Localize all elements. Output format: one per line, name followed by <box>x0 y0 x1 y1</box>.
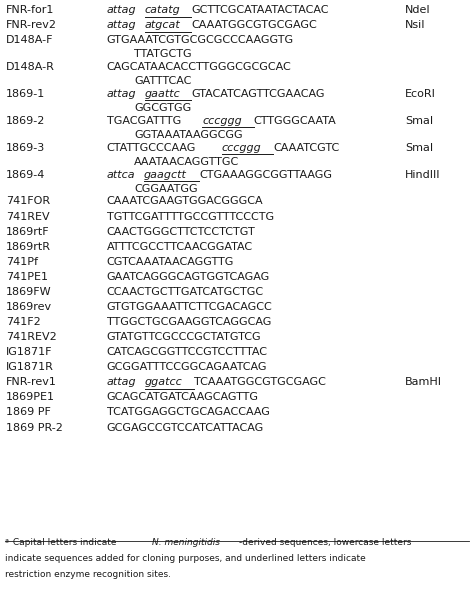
Text: GATTTCAC: GATTTCAC <box>134 76 191 86</box>
Text: ª: ª <box>5 538 9 547</box>
Text: ATTTCGCCTTCAACGGATAC: ATTTCGCCTTCAACGGATAC <box>107 242 253 252</box>
Text: IG1871R: IG1871R <box>6 362 54 372</box>
Text: gaattc: gaattc <box>145 89 181 99</box>
Text: 741FOR: 741FOR <box>6 196 50 206</box>
Text: CTGAAAGGCGGTTAAGG: CTGAAAGGCGGTTAAGG <box>199 170 332 180</box>
Text: 741REV: 741REV <box>6 212 49 222</box>
Text: NdeI: NdeI <box>405 5 431 15</box>
Text: 1869rtR: 1869rtR <box>6 242 51 252</box>
Text: cccggg: cccggg <box>202 116 242 126</box>
Text: NsiI: NsiI <box>405 20 426 30</box>
Text: GCGAGCCGTCCATCATTACAG: GCGAGCCGTCCATCATTACAG <box>107 423 264 433</box>
Text: 741PE1: 741PE1 <box>6 272 48 282</box>
Text: FNR-rev1: FNR-rev1 <box>6 377 56 387</box>
Text: GTATGTTCGCCCGCTATGTCG: GTATGTTCGCCCGCTATGTCG <box>107 332 261 342</box>
Text: 741F2: 741F2 <box>6 317 40 327</box>
Text: SmaI: SmaI <box>405 116 433 126</box>
Text: CAAATCGAAGTGGACGGGCA: CAAATCGAAGTGGACGGGCA <box>107 196 263 206</box>
Text: atgcat: atgcat <box>145 20 181 30</box>
Text: GCAGCATGATCAAGCAGTTG: GCAGCATGATCAAGCAGTTG <box>107 392 259 402</box>
Text: TTGGCTGCGAAGGTCAGGCAG: TTGGCTGCGAAGGTCAGGCAG <box>107 317 271 327</box>
Text: CTATTGCCCAAG: CTATTGCCCAAG <box>107 142 196 152</box>
Text: CAACTGGGCTTCTCCTCTGT: CAACTGGGCTTCTCCTCTGT <box>107 226 255 236</box>
Text: 741REV2: 741REV2 <box>6 332 56 342</box>
Text: AAATAACAGGTTGC: AAATAACAGGTTGC <box>134 157 239 167</box>
Text: GAATCAGGGCAGTGGTCAGAG: GAATCAGGGCAGTGGTCAGAG <box>107 272 270 282</box>
Text: attag: attag <box>107 377 137 387</box>
Text: N. meningitidis: N. meningitidis <box>152 538 219 547</box>
Text: Capital letters indicate: Capital letters indicate <box>10 538 120 547</box>
Text: 1869rev: 1869rev <box>6 302 52 312</box>
Text: cccggg: cccggg <box>222 142 262 152</box>
Text: catatg: catatg <box>145 5 181 15</box>
Text: attca: attca <box>107 170 135 180</box>
Text: indicate sequences added for cloning purposes, and underlined letters indicate: indicate sequences added for cloning pur… <box>5 554 365 563</box>
Text: ggatcc: ggatcc <box>145 377 182 387</box>
Text: CAAATCGTC: CAAATCGTC <box>273 142 339 152</box>
Text: HindIII: HindIII <box>405 170 441 180</box>
Text: 1869-1: 1869-1 <box>6 89 45 99</box>
Text: GTGAAATCGTGCGCGCCCAAGGTG: GTGAAATCGTGCGCGCCCAAGGTG <box>107 35 294 45</box>
Text: CGGAATGG: CGGAATGG <box>134 184 198 194</box>
Text: CAGCATAACACCTTGGGCGCGCAC: CAGCATAACACCTTGGGCGCGCAC <box>107 62 292 72</box>
Text: GTACATCAGTTCGAACAG: GTACATCAGTTCGAACAG <box>191 89 325 99</box>
Text: 1869PE1: 1869PE1 <box>6 392 55 402</box>
Text: TGTTCGATTTTGCCGTTTCCCTG: TGTTCGATTTTGCCGTTTCCCTG <box>107 212 274 222</box>
Text: 1869-4: 1869-4 <box>6 170 45 180</box>
Text: CAAATGGCGTGCGAGC: CAAATGGCGTGCGAGC <box>191 20 317 30</box>
Text: SmaI: SmaI <box>405 142 433 152</box>
Text: CTTGGGCAATA: CTTGGGCAATA <box>254 116 337 126</box>
Text: TGACGATTTG: TGACGATTTG <box>107 116 181 126</box>
Text: BamHI: BamHI <box>405 377 442 387</box>
Text: restriction enzyme recognition sites.: restriction enzyme recognition sites. <box>5 570 171 579</box>
Text: attag: attag <box>107 89 137 99</box>
Text: D148A-R: D148A-R <box>6 62 55 72</box>
Text: attag: attag <box>107 5 137 15</box>
Text: CCAACTGCTTGATCATGCTGC: CCAACTGCTTGATCATGCTGC <box>107 287 264 297</box>
Text: GGCGTGG: GGCGTGG <box>134 103 191 113</box>
Text: FNR-rev2: FNR-rev2 <box>6 20 57 30</box>
Text: D148A-F: D148A-F <box>6 35 53 45</box>
Text: CGTCAAATAACAGGTTG: CGTCAAATAACAGGTTG <box>107 256 234 267</box>
Text: -derived sequences, lowercase letters: -derived sequences, lowercase letters <box>239 538 412 547</box>
Text: 741Pf: 741Pf <box>6 256 38 267</box>
Text: GCGGATTTCCGGCAGAATCAG: GCGGATTTCCGGCAGAATCAG <box>107 362 267 372</box>
Text: gaagctt: gaagctt <box>144 170 186 180</box>
Text: EcoRI: EcoRI <box>405 89 436 99</box>
Text: FNR-for1: FNR-for1 <box>6 5 54 15</box>
Text: TTATGCTG: TTATGCTG <box>134 50 192 60</box>
Text: 1869-2: 1869-2 <box>6 116 45 126</box>
Text: 1869 PF: 1869 PF <box>6 407 51 417</box>
Text: IG1871F: IG1871F <box>6 347 52 357</box>
Text: TCATGGAGGCTGCAGACCAAG: TCATGGAGGCTGCAGACCAAG <box>107 407 270 417</box>
Text: 1869rtF: 1869rtF <box>6 226 49 236</box>
Text: CATCAGCGGTTCCGTCCTTTAC: CATCAGCGGTTCCGTCCTTTAC <box>107 347 268 357</box>
Text: GCTTCGCATAATACTACAC: GCTTCGCATAATACTACAC <box>191 5 328 15</box>
Text: 1869-3: 1869-3 <box>6 142 45 152</box>
Text: GGTAAATAAGGCGG: GGTAAATAAGGCGG <box>134 130 243 140</box>
Text: GTGTGGAAATTCTTCGACAGCC: GTGTGGAAATTCTTCGACAGCC <box>107 302 273 312</box>
Text: TCAAATGGCGTGCGAGC: TCAAATGGCGTGCGAGC <box>193 377 326 387</box>
Text: 1869FW: 1869FW <box>6 287 51 297</box>
Text: attag: attag <box>107 20 137 30</box>
Text: 1869 PR-2: 1869 PR-2 <box>6 423 63 433</box>
